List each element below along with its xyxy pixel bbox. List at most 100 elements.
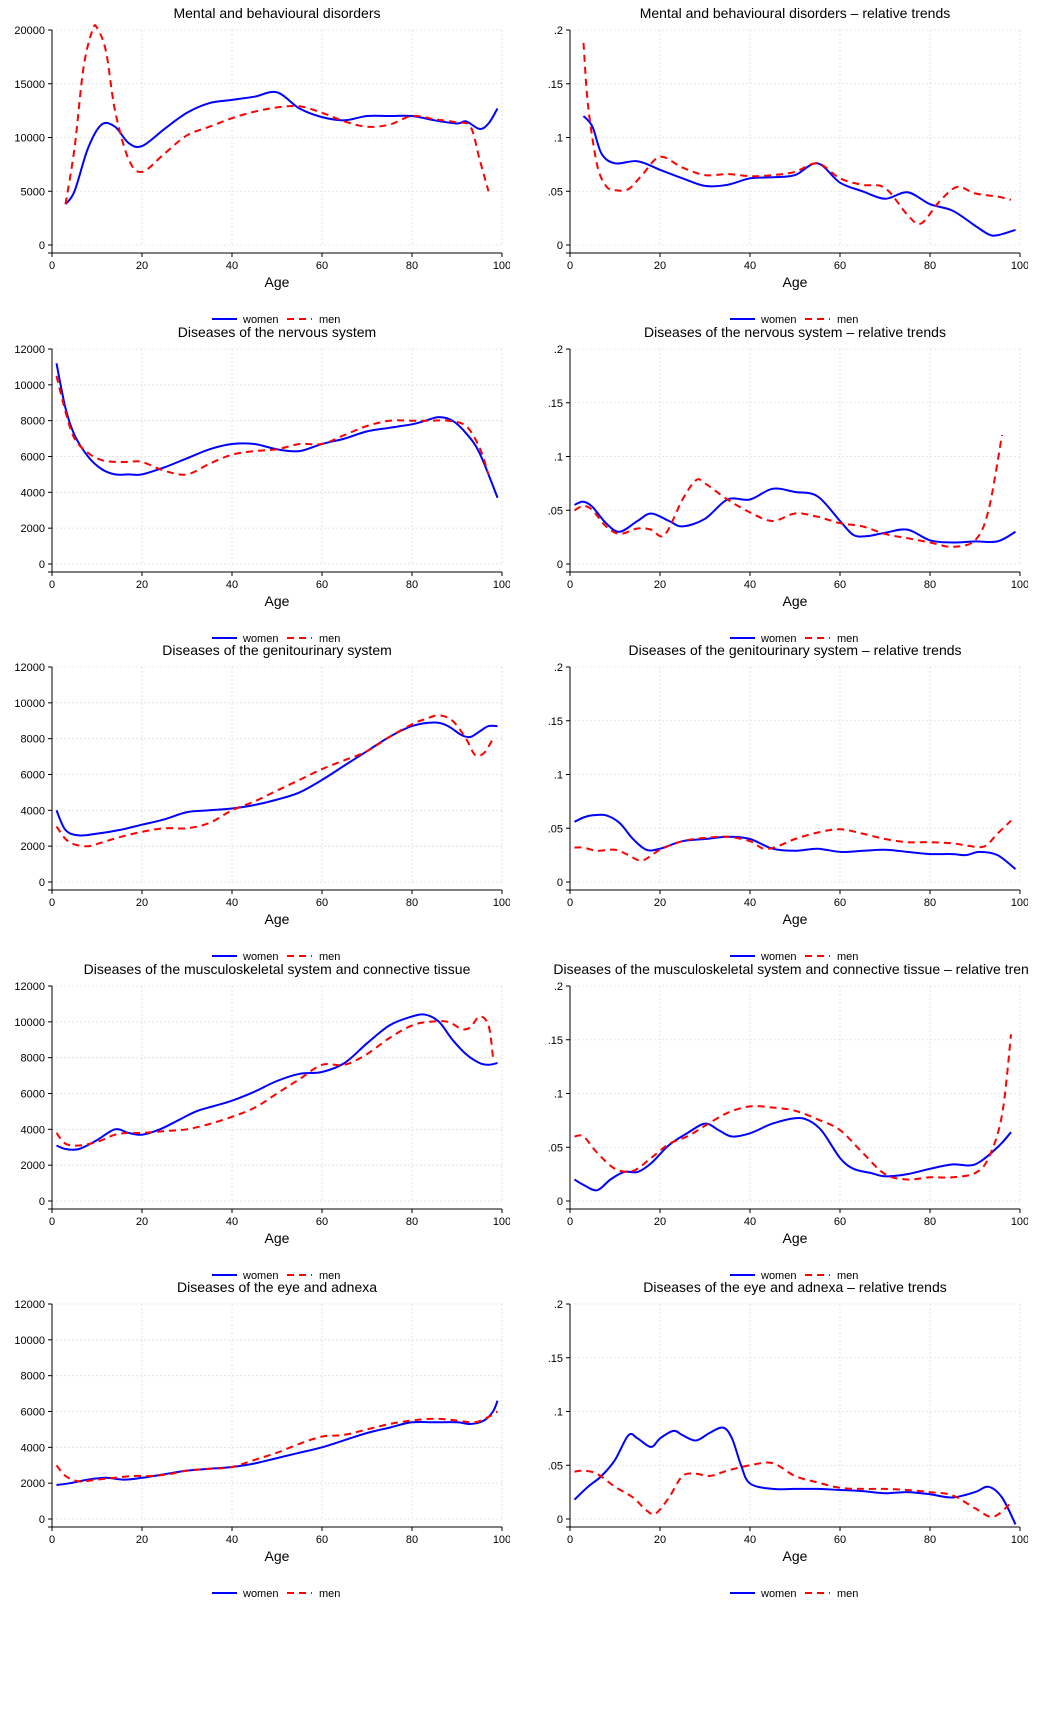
legend-label-women: women	[760, 1588, 796, 1600]
chart-title: Diseases of the genitourinary system – r…	[628, 642, 961, 658]
y-tick-label: 0	[39, 1196, 45, 1208]
y-tick-label: 4000	[21, 487, 45, 499]
x-tick-label: 80	[406, 579, 418, 591]
legend-label-men: men	[319, 314, 340, 326]
y-tick-label: 6000	[21, 451, 45, 463]
legend-label-men: men	[319, 633, 340, 645]
series-line-men	[64, 24, 490, 205]
y-tick-label: 0	[557, 1196, 563, 1208]
legend-label-women: women	[760, 1270, 796, 1282]
y-tick-label: .1	[554, 1088, 563, 1100]
chart-panel: Mental and behavioural disorders – relat…	[528, 0, 1029, 335]
chart-panel: Diseases of the musculoskeletal system a…	[10, 956, 511, 1291]
chart-title: Diseases of the nervous system	[178, 324, 376, 340]
chart-panel: Diseases of the eye and adnexa – relativ…	[528, 1274, 1029, 1609]
series-line-men	[55, 375, 490, 476]
line-chart: Mental and behavioural disorders – relat…	[548, 5, 1029, 326]
chart-panel: Mental and behavioural disorders 0 5000 100…	[10, 0, 511, 335]
x-axis-label: Age	[265, 274, 290, 290]
y-tick-label: .15	[548, 397, 563, 409]
line-chart: Diseases of the eye and adnexa 0 2000 4000 6…	[14, 1279, 511, 1600]
x-tick-label: 60	[834, 579, 846, 591]
line-chart: Diseases of the genitourinary system0200…	[14, 642, 511, 963]
x-tick-label: 80	[406, 897, 418, 909]
y-tick-label: .1	[554, 133, 563, 145]
x-tick-label: 20	[136, 260, 148, 272]
line-chart: Diseases of the nervous system 0 2000 4000 6…	[14, 324, 511, 645]
series-line-women	[55, 721, 498, 837]
y-tick-label: 8000	[21, 415, 45, 427]
y-tick-label: 0	[557, 877, 563, 889]
series-line-men	[573, 434, 1003, 548]
x-tick-label: 100	[493, 1534, 510, 1546]
y-tick-label: 10000	[14, 379, 45, 391]
y-tick-label: 2000	[21, 1478, 45, 1490]
x-tick-label: 0	[49, 1534, 55, 1546]
x-tick-label: 60	[316, 1216, 328, 1228]
legend-label-men: men	[837, 1588, 858, 1600]
y-tick-label: 0	[39, 1514, 45, 1526]
series-line-men	[574, 1461, 1012, 1518]
legend-label-men: men	[837, 633, 858, 645]
chart-panel: Diseases of the eye and adnexa 0 2000 4000 6…	[10, 1274, 511, 1609]
chart-title: Diseases of the musculoskeletal system a…	[553, 961, 1028, 977]
y-tick-label: .15	[548, 79, 563, 91]
y-tick-label: .2	[554, 981, 563, 993]
line-chart: Diseases of the nervous system – relativ…	[548, 324, 1029, 645]
y-tick-label: .05	[548, 1142, 563, 1154]
x-tick-label: 80	[924, 579, 936, 591]
series-line-men	[55, 1014, 494, 1147]
x-tick-label: 100	[1011, 1534, 1028, 1546]
series-line-men	[55, 714, 494, 848]
x-tick-label: 20	[654, 1216, 666, 1228]
series-line-women	[56, 1400, 499, 1486]
x-tick-label: 20	[654, 260, 666, 272]
x-tick-label: 80	[406, 260, 418, 272]
line-chart: Diseases of the eye and adnexa – relativ…	[548, 1279, 1029, 1600]
y-tick-label: 0	[557, 1514, 563, 1526]
chart-title: Diseases of the eye and adnexa – relativ…	[643, 1279, 947, 1295]
y-tick-label: 6000	[21, 770, 45, 782]
series-line-women	[64, 90, 499, 205]
y-tick-label: 12000	[14, 662, 45, 674]
x-tick-label: 40	[226, 260, 238, 272]
x-tick-label: 100	[1011, 579, 1028, 591]
x-tick-label: 100	[1011, 897, 1028, 909]
y-tick-label: 12000	[14, 344, 45, 356]
chart-panel: Diseases of the nervous system – relativ…	[528, 319, 1029, 654]
series-line-men	[55, 1410, 499, 1483]
legend-label-women: women	[242, 633, 278, 645]
y-tick-label: 10000	[14, 133, 45, 145]
chart-panel: Diseases of the musculoskeletal system a…	[528, 956, 1037, 1291]
x-axis-label: Age	[783, 593, 808, 609]
y-tick-label: 6000	[21, 1407, 45, 1419]
legend-label-men: men	[837, 951, 858, 963]
legend-label-men: men	[319, 1588, 340, 1600]
legend-label-women: women	[760, 633, 796, 645]
x-tick-label: 100	[493, 897, 510, 909]
series-line-women	[573, 1426, 1017, 1525]
chart-title: Diseases of the genitourinary system	[162, 642, 392, 658]
legend-label-women: women	[242, 951, 278, 963]
x-tick-label: 60	[834, 1216, 846, 1228]
x-axis-label: Age	[265, 911, 290, 927]
x-tick-label: 100	[493, 579, 510, 591]
y-tick-label: .05	[548, 823, 563, 835]
y-tick-label: 2000	[21, 841, 45, 853]
y-tick-label: 8000	[21, 1371, 45, 1383]
chart-title: Mental and behavioural disorders	[173, 5, 380, 21]
x-tick-label: 40	[744, 260, 756, 272]
y-tick-label: 5000	[21, 186, 45, 198]
x-tick-label: 60	[316, 579, 328, 591]
line-chart: Mental and behavioural disorders 0 5000 100…	[14, 5, 511, 326]
x-tick-label: 40	[744, 579, 756, 591]
legend-label-women: women	[760, 314, 796, 326]
series-line-men	[582, 42, 1012, 226]
legend-label-men: men	[837, 1270, 858, 1282]
y-tick-label: .05	[548, 1460, 563, 1472]
x-tick-label: 60	[316, 1534, 328, 1546]
x-tick-label: 80	[406, 1216, 418, 1228]
x-tick-label: 100	[1011, 1216, 1028, 1228]
x-tick-label: 20	[654, 897, 666, 909]
x-axis-label: Age	[265, 593, 290, 609]
